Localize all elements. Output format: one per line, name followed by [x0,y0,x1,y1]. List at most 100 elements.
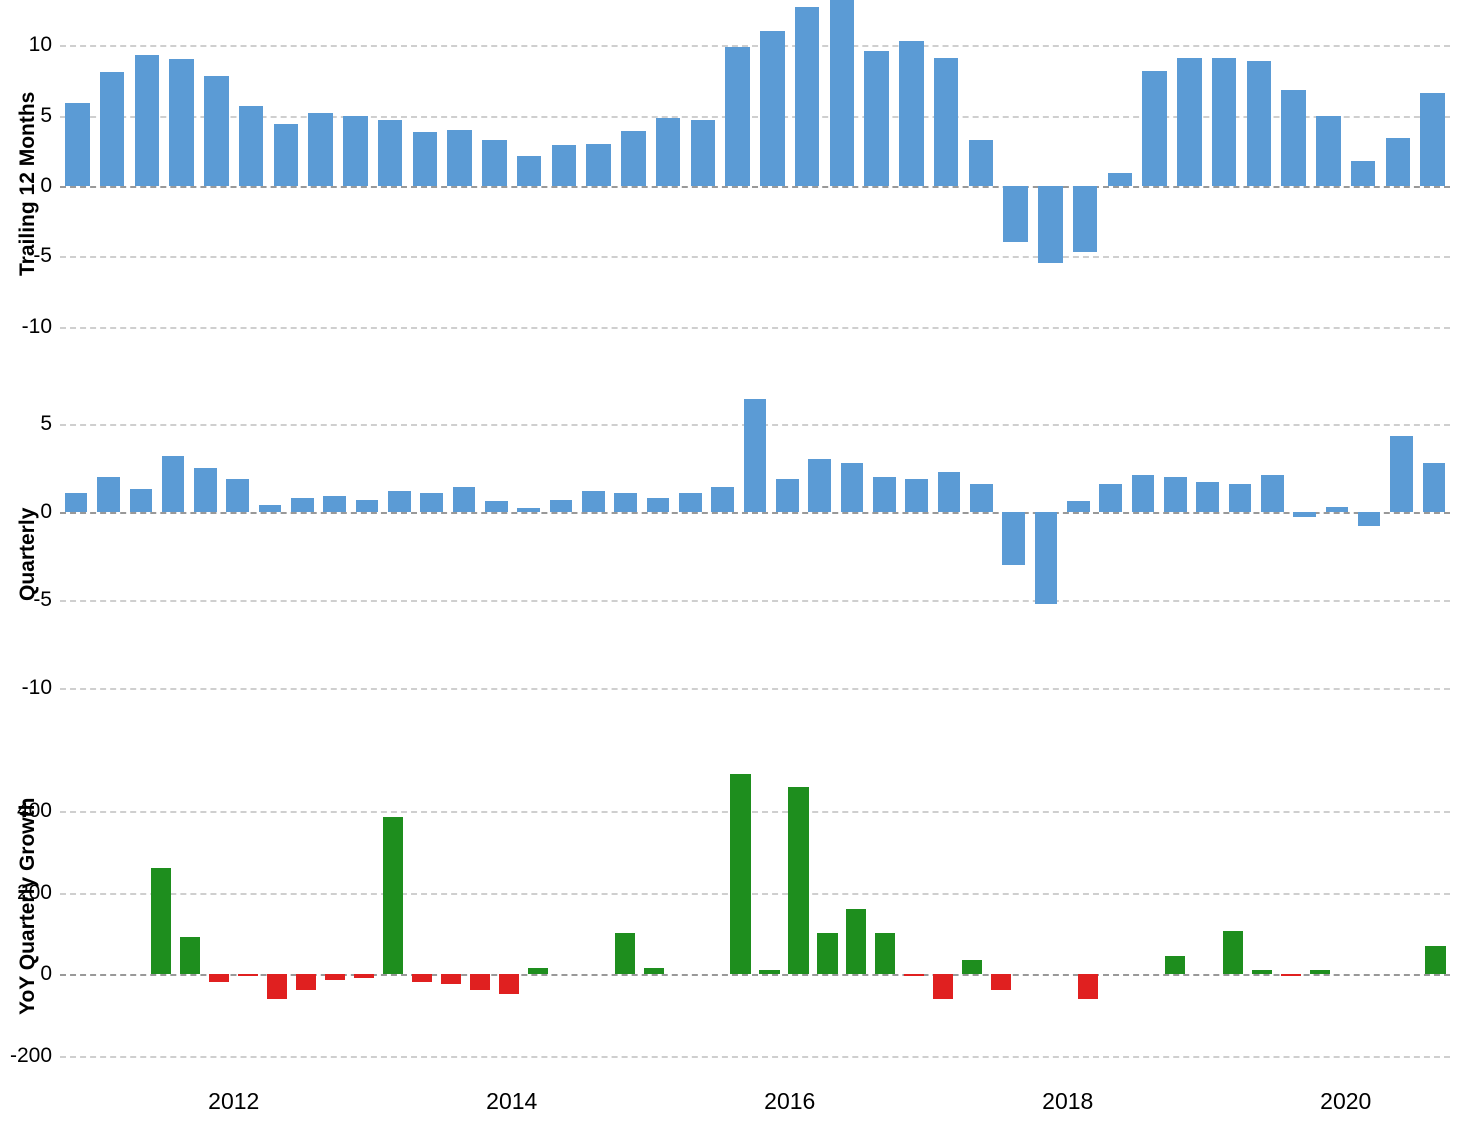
bar [413,132,437,186]
x-tick: 2020 [1320,1088,1371,1115]
bar [1196,482,1219,512]
bar [725,47,749,186]
bar [412,974,432,982]
panel-ttm: Trailing 12 Months-10-50510 [60,10,1450,362]
bar [788,787,808,974]
y-tick: -10 [22,315,52,339]
bar [1326,507,1349,512]
bar [711,487,734,512]
bar [759,970,779,974]
bar [776,479,799,512]
bar [808,459,831,512]
y-tick: -5 [33,244,52,268]
bar [1132,475,1155,512]
bar [162,456,185,512]
gridline [60,327,1450,329]
bar [614,493,637,512]
bar [378,120,402,186]
bar [485,501,508,512]
bar [1281,90,1305,186]
y-tick: -200 [10,1044,52,1068]
bar [864,51,888,186]
bar [795,7,819,186]
bar [1252,970,1272,974]
x-tick: 2014 [486,1088,537,1115]
bar [517,156,541,186]
bar [259,505,282,512]
bar [905,479,928,512]
y-tick: 0 [40,174,52,198]
bar [1229,484,1252,512]
gridline [60,186,1450,188]
bar [841,463,864,512]
y-tick: 10 [29,33,52,57]
bar [209,974,229,982]
bar [621,131,645,186]
bar [1310,970,1330,974]
bar [1108,173,1132,186]
gridline [60,688,1450,690]
bar [691,120,715,186]
bar [1078,974,1098,998]
bar [1035,512,1058,604]
panel-q: Quarterly-10-505 [60,380,1450,732]
bar [679,493,702,512]
bar [169,59,193,186]
y-tick: -5 [33,588,52,612]
bar [1002,512,1025,565]
bar [1420,93,1444,186]
bar [962,960,982,974]
bar [308,113,332,186]
bar [1293,512,1316,517]
bar [528,968,548,974]
bar [499,974,519,994]
gridline [60,116,1450,118]
y-tick: 0 [40,962,52,986]
bar [226,479,249,512]
bar [933,974,953,998]
bar [267,974,287,998]
bar [615,933,635,974]
bar [873,477,896,512]
bar [517,508,540,512]
gridline [60,811,1450,813]
bar [130,489,153,512]
bar [1003,186,1027,242]
bar [991,974,1011,990]
x-tick: 2012 [208,1088,259,1115]
bar [239,106,263,186]
bar [1099,484,1122,512]
bar [1351,161,1375,186]
x-tick: 2016 [764,1088,815,1115]
bar [274,124,298,186]
bar [1386,138,1410,186]
gridline [60,1056,1450,1058]
bar [1316,116,1340,186]
gridline [60,893,1450,895]
bar [1358,512,1381,526]
gridline [60,512,1450,514]
y-tick: 5 [40,412,52,436]
bar [291,498,314,512]
bar [1073,186,1097,252]
bar [100,72,124,186]
bar [1425,946,1445,975]
bar [482,140,506,186]
bar [899,41,923,186]
bar [238,974,258,976]
bar [647,498,670,512]
bar [904,974,924,976]
bar [1261,475,1284,512]
chart-container: Trailing 12 Months-10-50510Quarterly-10-… [0,0,1468,1128]
bar [65,103,89,186]
y-tick: 5 [40,104,52,128]
bar [760,31,784,186]
bar [325,974,345,980]
bar [180,937,200,974]
y-tick: 0 [40,500,52,524]
bar [323,496,346,512]
panel-yoy: YoY Quarterly Growth-2000200400 [60,750,1450,1080]
bar [354,974,374,978]
bar [1281,974,1301,976]
bar [586,144,610,186]
